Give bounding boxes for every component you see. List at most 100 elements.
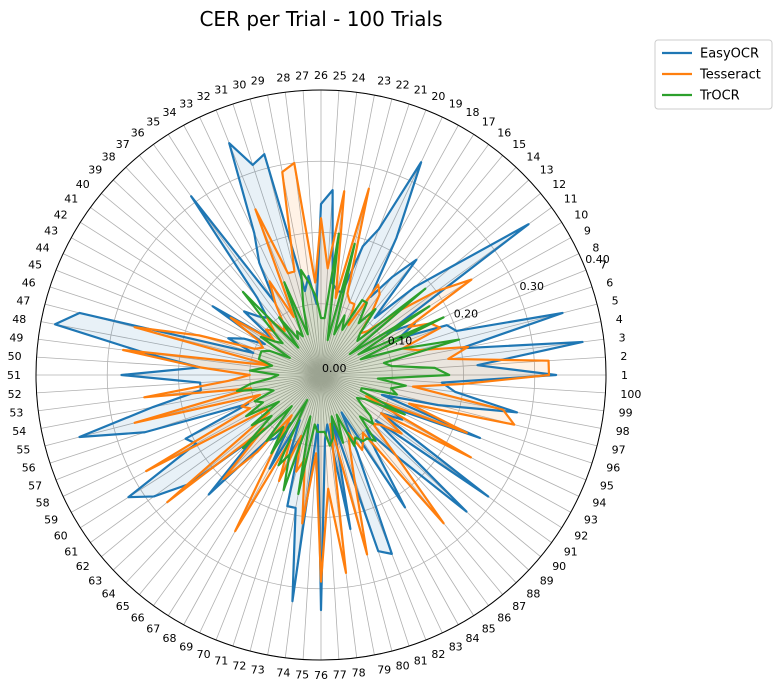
angle-tick-label: 22 (396, 78, 410, 91)
angle-tick-label: 81 (414, 654, 428, 667)
angle-tick-label: 2 (620, 350, 627, 363)
angle-tick-label: 47 (16, 294, 30, 307)
angle-tick-label: 41 (64, 193, 78, 206)
angle-tick-label: 11 (564, 193, 578, 206)
angle-tick-label: 37 (116, 138, 130, 151)
angle-tick-label: 83 (449, 640, 463, 653)
series-fill (55, 143, 583, 611)
radial-tick-label: 0.20 (454, 308, 479, 321)
angle-tick-label: 25 (333, 70, 347, 83)
angle-tick-label: 42 (54, 208, 68, 221)
legend: EasyOCR Tesseract TrOCR (654, 39, 773, 110)
angle-tick-label: 67 (146, 622, 160, 635)
angle-tick-label: 36 (131, 126, 145, 139)
angle-tick-label: 28 (276, 71, 290, 84)
angle-tick-label: 44 (36, 241, 50, 254)
angle-tick-label: 79 (377, 664, 391, 677)
angle-tick-label: 92 (574, 530, 588, 543)
angle-tick-label: 1 (621, 369, 628, 382)
angle-tick-label: 89 (540, 574, 554, 587)
legend-label: Tesseract (699, 68, 761, 83)
angle-tick-label: 32 (197, 90, 211, 103)
grid-layer (35, 89, 607, 661)
angle-tick-label: 6 (606, 276, 613, 289)
angle-tick-label: 51 (7, 369, 21, 382)
angle-tick-label: 59 (44, 514, 58, 527)
angle-tick-label: 99 (619, 407, 633, 420)
angle-tick-label: 95 (600, 479, 614, 492)
angle-tick-label: 52 (8, 388, 22, 401)
angle-tick-label: 40 (76, 178, 90, 191)
angle-tick-label: 65 (116, 600, 130, 613)
angle-label-layer: 1234567891011121314151617181920212223242… (7, 69, 641, 682)
angle-tick-label: 82 (431, 648, 445, 661)
outer-frame (35, 89, 607, 661)
angle-tick-label: 60 (54, 530, 68, 543)
angle-tick-label: 90 (552, 560, 566, 573)
legend-label: EasyOCR (700, 47, 759, 62)
angle-tick-label: 68 (163, 632, 177, 645)
angle-tick-label: 98 (616, 425, 630, 438)
angle-tick-label: 53 (9, 407, 23, 420)
angle-tick-label: 31 (214, 84, 228, 97)
angle-tick-label: 43 (44, 225, 58, 238)
angle-tick-label: 49 (9, 331, 23, 344)
angle-tick-label: 64 (102, 588, 116, 601)
angle-tick-label: 57 (28, 479, 42, 492)
angle-tick-label: 39 (88, 164, 102, 177)
angle-tick-label: 54 (12, 425, 26, 438)
series-fill (123, 162, 549, 582)
angle-tick-label: 50 (8, 350, 22, 363)
angle-tick-label: 29 (251, 74, 265, 87)
angle-tick-label: 87 (512, 600, 526, 613)
angle-tick-label: 10 (574, 208, 588, 221)
angle-tick-label: 66 (131, 612, 145, 625)
angle-tick-label: 9 (584, 225, 591, 238)
angle-tick-label: 63 (88, 574, 102, 587)
angle-tick-label: 46 (22, 276, 36, 289)
angle-tick-label: 97 (612, 444, 626, 457)
angle-tick-label: 58 (36, 497, 50, 510)
angle-tick-label: 3 (619, 331, 626, 344)
angle-tick-label: 45 (28, 259, 42, 272)
chart-title: CER per Trial - 100 Trials (199, 7, 442, 31)
series-line-layer (53, 142, 584, 612)
angle-tick-label: 62 (76, 560, 90, 573)
angle-tick-label: 4 (616, 313, 623, 326)
angle-tick-label: 34 (163, 106, 177, 119)
angle-tick-label: 15 (512, 138, 526, 151)
angle-tick-label: 5 (612, 294, 619, 307)
angle-tick-label: 7 (600, 259, 607, 272)
angle-tick-label: 33 (179, 98, 193, 111)
angle-tick-label: 72 (232, 660, 246, 673)
angle-tick-label: 80 (396, 660, 410, 673)
angle-tick-label: 73 (251, 664, 265, 677)
angle-tick-label: 76 (314, 669, 328, 682)
angle-tick-label: 96 (606, 462, 620, 475)
series-fill-layer (55, 143, 583, 611)
angle-tick-label: 56 (22, 462, 36, 475)
series-line (121, 161, 551, 583)
angle-tick-label: 71 (214, 654, 228, 667)
radial-tick-label: 0.00 (322, 362, 347, 375)
angle-tick-label: 84 (466, 632, 480, 645)
legend-frame (654, 39, 773, 110)
angle-tick-label: 26 (314, 69, 328, 82)
angle-tick-label: 70 (197, 648, 211, 661)
angle-tick-label: 20 (431, 90, 445, 103)
angle-tick-label: 16 (497, 126, 511, 139)
ring-gridline (178, 232, 464, 518)
angle-tick-label: 94 (592, 497, 606, 510)
angle-tick-label: 48 (12, 313, 26, 326)
angle-tick-label: 55 (16, 444, 30, 457)
angle-tick-label: 100 (620, 388, 641, 401)
angle-tick-label: 74 (276, 667, 290, 680)
angle-tick-label: 8 (592, 241, 599, 254)
angle-tick-label: 23 (377, 74, 391, 87)
legend-label: TrOCR (699, 89, 740, 104)
series-line (235, 232, 461, 496)
angle-tick-label: 88 (526, 588, 540, 601)
angle-tick-label: 78 (352, 667, 366, 680)
